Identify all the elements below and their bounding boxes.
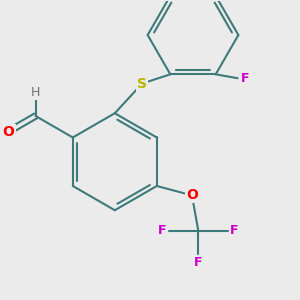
Text: F: F xyxy=(230,224,238,237)
Text: H: H xyxy=(31,86,40,99)
Text: O: O xyxy=(2,124,14,139)
Text: O: O xyxy=(186,188,198,203)
Text: F: F xyxy=(241,72,250,85)
Text: S: S xyxy=(137,76,147,91)
Text: F: F xyxy=(194,256,202,269)
Text: F: F xyxy=(158,224,166,237)
